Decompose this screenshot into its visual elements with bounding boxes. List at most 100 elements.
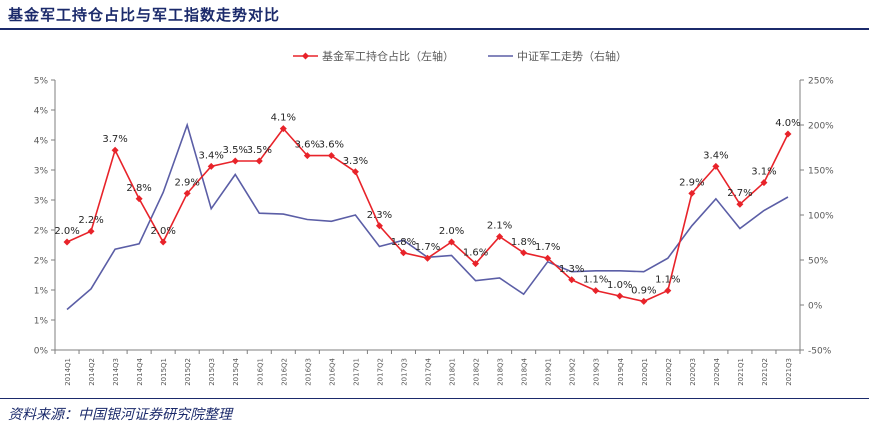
holding-point-marker	[207, 162, 215, 170]
x-tick-label: 2015Q4	[232, 357, 240, 385]
y-right-tick-label: 100%	[808, 212, 834, 222]
x-tick-label: 2017Q4	[425, 357, 433, 385]
x-tick-label: 2015Q1	[160, 358, 168, 386]
holding-point-marker	[255, 157, 263, 165]
y-left-tick-label: 1%	[34, 317, 49, 327]
holding-point-marker	[448, 238, 456, 246]
holding-point-marker	[568, 276, 576, 284]
y-right-tick-label: 50%	[808, 257, 828, 267]
x-tick-label: 2018Q2	[473, 358, 481, 386]
holding-point-marker	[712, 162, 720, 170]
x-tick-label: 2021Q2	[761, 358, 769, 386]
holding-data-label: 4.0%	[775, 118, 800, 129]
holding-data-label: 1.6%	[463, 248, 488, 259]
holding-data-label: 3.4%	[703, 150, 728, 161]
holding-data-label: 3.6%	[295, 140, 320, 151]
holding-data-label: 4.1%	[271, 113, 296, 124]
y-right-tick-label: 150%	[808, 167, 834, 177]
x-tick-label: 2019Q3	[593, 358, 601, 386]
x-tick-label: 2014Q2	[88, 358, 96, 386]
holding-point-marker	[231, 157, 239, 165]
holding-point-marker	[87, 227, 95, 235]
holding-point-marker	[664, 287, 672, 295]
x-tick-label: 2014Q3	[112, 358, 120, 386]
holding-point-marker	[111, 146, 119, 154]
y-left-tick-label: 2%	[34, 227, 49, 237]
x-tick-label: 2017Q3	[400, 358, 408, 386]
holding-point-marker	[399, 249, 407, 257]
legend-marker-holding	[302, 52, 309, 60]
holding-point-marker	[279, 125, 287, 133]
holding-point-marker	[327, 152, 335, 160]
holding-point-marker	[135, 195, 143, 203]
holding-data-label: 1.7%	[535, 242, 560, 253]
holding-data-label: 0.9%	[631, 285, 656, 296]
holding-point-marker	[159, 238, 167, 246]
y-right-tick-label: -50%	[808, 347, 832, 357]
holding-data-label: 3.3%	[343, 156, 368, 167]
holding-data-label: 3.5%	[223, 145, 248, 156]
holding-data-label: 2.0%	[150, 226, 175, 237]
x-tick-label: 2015Q3	[208, 358, 216, 386]
holding-point-marker	[760, 179, 768, 187]
holding-data-label: 2.0%	[54, 226, 79, 237]
holding-data-label: 3.6%	[319, 140, 344, 151]
holding-point-marker	[183, 189, 191, 197]
holding-point-marker	[303, 152, 311, 160]
y-left-tick-label: 0%	[34, 347, 49, 357]
x-tick-label: 2019Q1	[545, 358, 553, 386]
holding-data-label: 2.7%	[727, 188, 752, 199]
holding-point-marker	[616, 292, 624, 300]
x-tick-label: 2018Q3	[497, 358, 505, 386]
x-tick-label: 2017Q1	[352, 358, 360, 386]
title-rule	[0, 28, 869, 30]
y-left-tick-label: 3%	[34, 197, 49, 207]
holding-data-label: 3.5%	[247, 145, 272, 156]
axes: 0% 1% 1% 2% 2% 3% 3% 4% 4% 5% -50% 0% 50% 100% 150% 200…	[34, 77, 834, 386]
x-tick-label: 2020Q1	[641, 358, 649, 386]
x-tick-label: 2016Q3	[304, 358, 312, 386]
x-tick-label: 2018Q4	[521, 357, 529, 385]
x-tick-label: 2016Q2	[280, 358, 288, 386]
legend-label-holding: 基金军工持仓占比（左轴）	[322, 49, 454, 63]
holding-data-label: 2.3%	[367, 210, 392, 221]
x-tick-label: 2016Q1	[256, 358, 264, 386]
x-tick-label: 2019Q2	[569, 358, 577, 386]
x-tick-label: 2018Q1	[449, 358, 457, 386]
holding-data-label: 1.8%	[511, 237, 536, 248]
holding-data-label: 1.1%	[655, 275, 680, 286]
holding-data-label: 2.8%	[126, 183, 151, 194]
x-tick-label: 2014Q4	[136, 357, 144, 385]
x-tick-label: 2020Q3	[689, 358, 697, 386]
x-tick-label: 2020Q2	[665, 358, 673, 386]
holding-data-label: 1.7%	[415, 242, 440, 253]
plot-area: 2.0%2.2%3.7%2.8%2.0%2.9%3.4%3.5%3.5%4.1%…	[54, 113, 801, 311]
holding-point-marker	[63, 238, 71, 246]
holding-point-marker	[544, 254, 552, 262]
holding-point-marker	[424, 254, 431, 262]
y-right-tick-label: 250%	[808, 77, 834, 87]
holding-data-label: 2.1%	[487, 221, 512, 232]
holding-data-label: 1.3%	[559, 264, 584, 275]
x-tick-label: 2019Q4	[617, 357, 625, 385]
source-note: 资料来源：中国银河证券研究院整理	[8, 407, 232, 423]
y-left-tick-label: 4%	[34, 137, 49, 147]
holding-data-label: 1.8%	[391, 237, 416, 248]
y-left-tick-label: 4%	[34, 107, 49, 117]
holding-point-marker	[688, 189, 696, 197]
holding-point-marker	[520, 249, 528, 257]
holding-point-marker	[496, 233, 504, 241]
y-right-tick-label: 200%	[808, 122, 834, 132]
source-rule	[0, 398, 869, 399]
holding-point-marker	[736, 200, 744, 208]
x-tick-label: 2021Q1	[737, 358, 745, 386]
holding-data-label: 3.7%	[102, 134, 127, 145]
holding-data-label: 1.0%	[607, 280, 632, 291]
holding-point-marker	[472, 260, 480, 268]
holding-point-marker	[351, 168, 359, 176]
x-tick-label: 2017Q2	[376, 358, 384, 386]
holding-data-label: 3.1%	[751, 167, 776, 178]
x-tick-label: 2020Q4	[713, 357, 721, 385]
holding-data-label: 2.0%	[439, 226, 464, 237]
